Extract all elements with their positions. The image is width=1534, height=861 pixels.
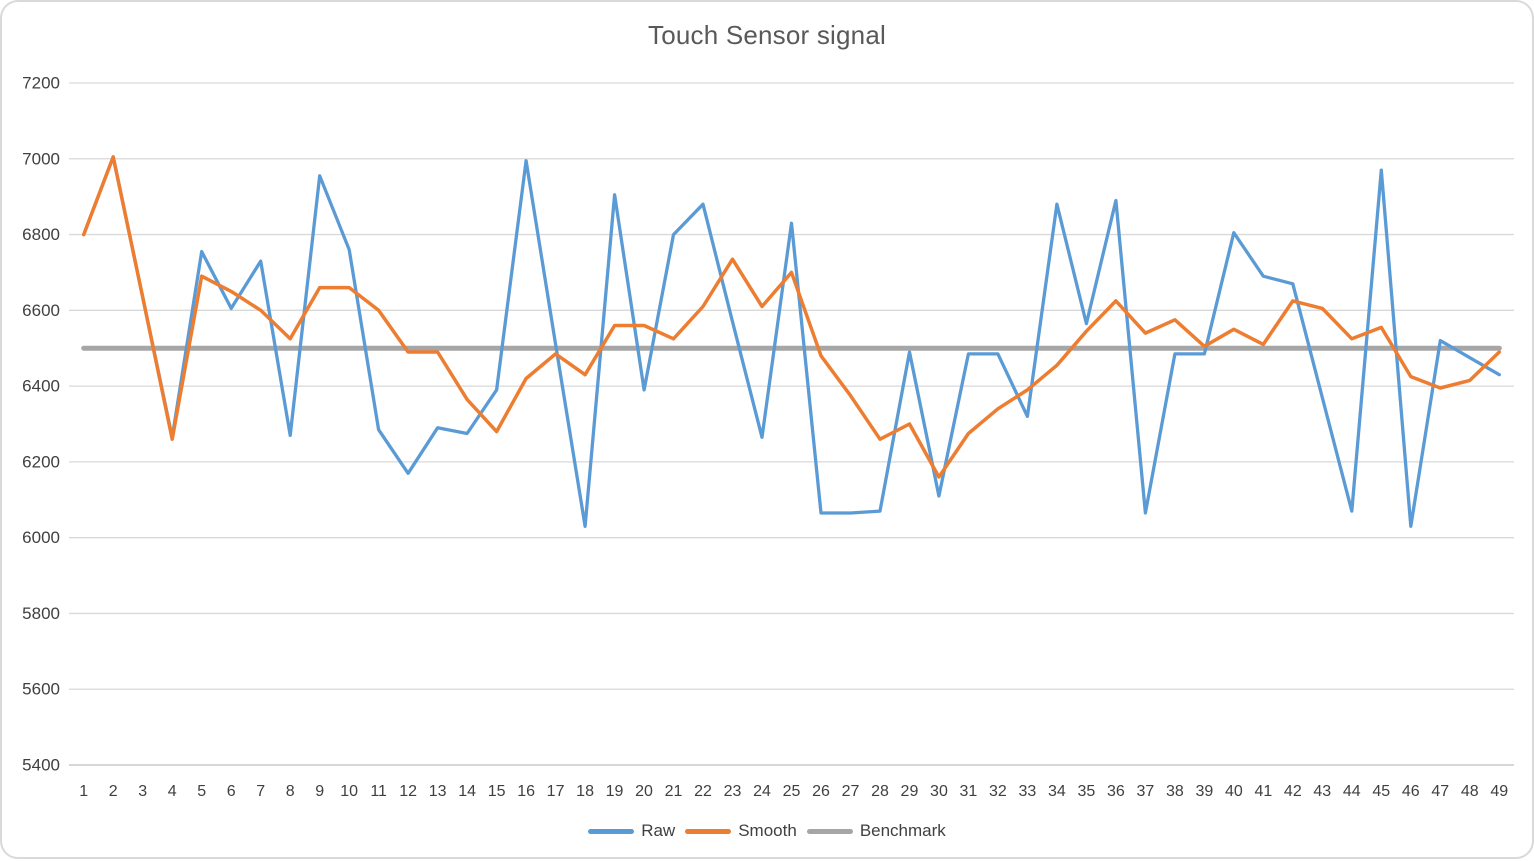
x-tick-label: 21	[665, 783, 683, 800]
x-tick-label: 26	[812, 783, 830, 800]
y-tick-label: 6000	[22, 528, 60, 547]
smooth-series-line	[81, 155, 1502, 479]
chart-legend: Raw Smooth Benchmark	[2, 821, 1532, 841]
x-tick-label: 46	[1402, 783, 1420, 800]
x-tick-label: 34	[1048, 783, 1066, 800]
x-tick-label: 9	[315, 783, 324, 800]
x-tick-label: 49	[1490, 783, 1508, 800]
raw-legend-swatch-icon	[588, 828, 635, 834]
x-tick-label: 33	[1019, 783, 1037, 800]
y-tick-label: 6800	[22, 225, 60, 244]
y-tick-label: 7200	[22, 74, 60, 93]
x-tick-label: 10	[340, 783, 358, 800]
x-tick-label: 31	[960, 783, 978, 800]
x-tick-label: 40	[1225, 783, 1243, 800]
x-tick-label: 12	[399, 783, 417, 800]
x-tick-label: 23	[724, 783, 742, 800]
x-tick-label: 32	[989, 783, 1007, 800]
y-tick-label: 6400	[22, 377, 60, 396]
smooth-legend-swatch-icon	[685, 828, 732, 834]
x-tick-label: 8	[286, 783, 295, 800]
legend-item-raw[interactable]: Raw	[588, 821, 675, 841]
x-tick-label: 44	[1343, 783, 1361, 800]
x-tick-label: 14	[458, 783, 476, 800]
x-tick-label: 2	[109, 783, 118, 800]
x-tick-label: 47	[1431, 783, 1449, 800]
x-tick-label: 18	[576, 783, 594, 800]
x-tick-label: 13	[429, 783, 447, 800]
legend-item-benchmark[interactable]: Benchmark	[806, 821, 946, 841]
x-tick-label: 35	[1077, 783, 1095, 800]
x-tick-label: 6	[227, 783, 236, 800]
legend-item-smooth[interactable]: Smooth	[685, 821, 797, 841]
y-tick-label: 7000	[22, 149, 60, 168]
x-tick-label: 41	[1254, 783, 1272, 800]
x-tick-label: 1	[79, 783, 88, 800]
x-tick-label: 30	[930, 783, 948, 800]
x-tick-label: 15	[488, 783, 506, 800]
x-tick-label: 22	[694, 783, 712, 800]
x-tick-label: 38	[1166, 783, 1184, 800]
x-tick-label: 48	[1461, 783, 1479, 800]
y-tick-label: 5800	[22, 604, 60, 623]
legend-label: Raw	[641, 821, 676, 840]
x-tick-label: 43	[1313, 783, 1331, 800]
benchmark-legend-swatch-icon	[806, 828, 853, 834]
x-tick-label: 37	[1136, 783, 1154, 800]
x-tick-label: 36	[1107, 783, 1125, 800]
x-tick-label: 17	[547, 783, 565, 800]
x-tick-label: 24	[753, 783, 771, 800]
x-tick-label: 20	[635, 783, 653, 800]
x-tick-label: 7	[256, 783, 265, 800]
x-tick-label: 3	[138, 783, 147, 800]
y-tick-label: 6200	[22, 452, 60, 471]
x-tick-label: 27	[842, 783, 860, 800]
y-tick-label: 5400	[22, 756, 60, 775]
chart-title: Touch Sensor signal	[648, 20, 886, 50]
x-tick-label: 39	[1195, 783, 1213, 800]
x-tick-label: 16	[517, 783, 535, 800]
raw-series-line	[82, 155, 1501, 528]
x-tick-label: 25	[783, 783, 801, 800]
y-tick-label: 5600	[22, 680, 60, 699]
x-tick-label: 11	[370, 783, 387, 800]
x-tick-label: 45	[1372, 783, 1390, 800]
x-tick-label: 4	[168, 783, 177, 800]
y-tick-label: 6600	[22, 301, 60, 320]
legend-label: Smooth	[738, 821, 797, 840]
x-tick-label: 42	[1284, 783, 1302, 800]
x-tick-label: 28	[871, 783, 889, 800]
x-tick-label: 29	[901, 783, 919, 800]
x-tick-label: 5	[197, 783, 206, 800]
legend-label: Benchmark	[859, 821, 946, 840]
x-tick-label: 19	[606, 783, 624, 800]
